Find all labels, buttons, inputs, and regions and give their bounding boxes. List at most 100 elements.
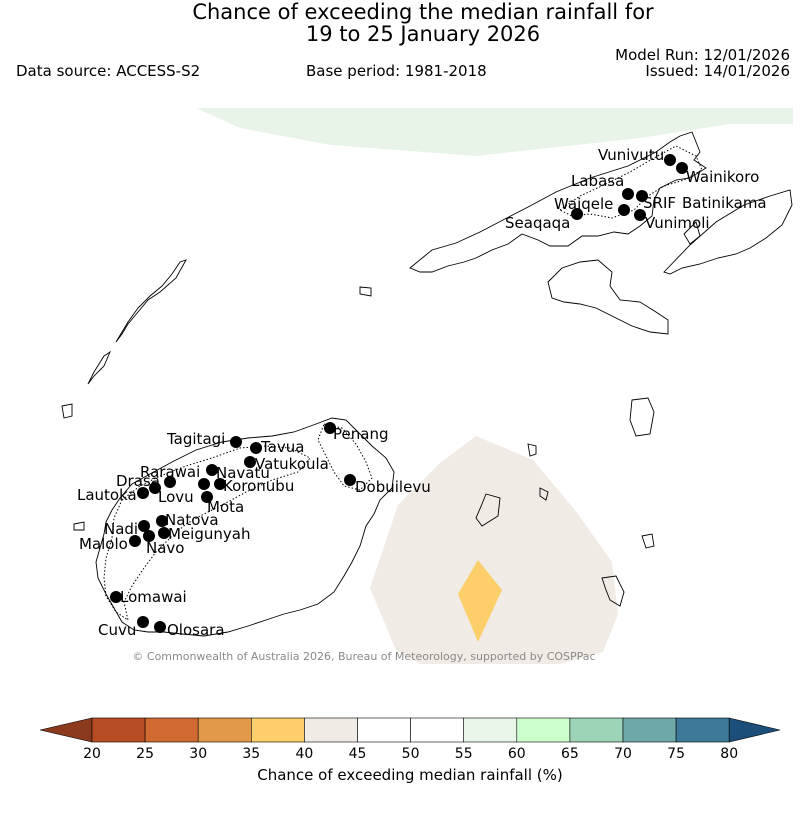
colorbar-segment xyxy=(144,717,199,743)
station-marker-cuvu[interactable] xyxy=(137,616,149,628)
station-label: Batinikama xyxy=(682,194,767,212)
station-label: Dobuilevu xyxy=(355,478,431,496)
vanua-levu-coastline xyxy=(409,131,707,273)
colorbar-tick-label: 50 xyxy=(402,746,420,762)
station-marker-tagitagi[interactable] xyxy=(230,436,242,448)
station-marker-wainikoro[interactable] xyxy=(676,162,688,174)
station-label: Wainikoro xyxy=(686,168,759,186)
vanua-levu-east-coast xyxy=(663,189,793,275)
colorbar-extend-high xyxy=(728,717,781,743)
colorbar-segment xyxy=(569,717,624,743)
station-label: Lomawai xyxy=(120,588,187,606)
viti-levu-coastline xyxy=(95,417,395,637)
colorbar-tick-label: 80 xyxy=(720,746,738,762)
station-label: Koronubu xyxy=(223,477,294,495)
station-label: Lovu xyxy=(158,488,194,506)
yasawa-south xyxy=(87,350,112,385)
station-label: Drasa xyxy=(116,472,160,490)
taveuni-coastline xyxy=(683,221,701,245)
station-label: Vatukoula xyxy=(255,455,329,473)
station-marker-nadi[interactable] xyxy=(138,520,150,532)
colorbar-segment xyxy=(463,717,518,743)
colorbar-tick-label: 75 xyxy=(667,746,685,762)
station-marker-srif[interactable] xyxy=(636,190,648,202)
station-label: Penang xyxy=(333,425,388,443)
station-marker-lomawai[interactable] xyxy=(110,591,122,603)
colorbar-segment xyxy=(91,717,146,743)
colorbar-label: Chance of exceeding median rainfall (%) xyxy=(257,766,563,784)
colorbar-extend-low xyxy=(39,717,93,743)
station-label: Navo xyxy=(146,539,184,557)
station-marker-tavua[interactable] xyxy=(250,442,262,454)
station-marker-penang[interactable] xyxy=(324,422,336,434)
colorbar-tick-label: 25 xyxy=(136,746,154,762)
east-catchment-dotted xyxy=(317,423,373,491)
station-marker-malolo[interactable] xyxy=(129,535,141,547)
station-label: Labasa xyxy=(571,172,624,190)
copyright-notice: © Commonwealth of Australia 2026, Bureau… xyxy=(132,650,596,663)
station-label: Nadi xyxy=(104,520,138,538)
colorbar-segment xyxy=(516,717,571,743)
colorbar-tick-label: 65 xyxy=(561,746,579,762)
colorbar-segment xyxy=(622,717,677,743)
yasawa-islet xyxy=(61,403,73,419)
station-label: Seaqaqa xyxy=(505,214,570,232)
colorbar-tick-label: 55 xyxy=(455,746,473,762)
colorbar-segment xyxy=(357,717,411,743)
station-label: Tagitagi xyxy=(166,430,225,448)
lau-islet-3 xyxy=(641,533,655,549)
station-label: Vunivutu xyxy=(598,146,664,164)
colorbar-tick-label: 30 xyxy=(189,746,207,762)
station-marker-vunimoli[interactable] xyxy=(634,209,646,221)
map-title-line1: Chance of exceeding the median rainfall … xyxy=(192,0,654,24)
colorbar-tick-label: 60 xyxy=(508,746,526,762)
station-marker-labasa[interactable] xyxy=(622,188,634,200)
station-marker-vatukoula[interactable] xyxy=(244,456,256,468)
station-marker-mota[interactable] xyxy=(201,491,213,503)
colorbar-segment xyxy=(410,717,465,743)
station-label: Waiqele xyxy=(554,195,613,213)
region-40-45 xyxy=(370,436,618,664)
station-marker-meigunyah[interactable] xyxy=(158,527,170,539)
station-label: Vunimoli xyxy=(645,214,710,232)
station-marker-olosara[interactable] xyxy=(154,621,166,633)
station-marker-lautoka[interactable] xyxy=(137,487,149,499)
station-marker-drasa[interactable] xyxy=(164,476,176,488)
station-label: Cuvu xyxy=(98,621,136,639)
ovalau-coastline xyxy=(527,443,537,457)
region-55-60 xyxy=(196,108,793,156)
station-marker-vunivutu[interactable] xyxy=(664,154,676,166)
station-marker-navatu[interactable] xyxy=(198,478,210,490)
station-marker-navo[interactable] xyxy=(143,530,155,542)
colorbar-segment xyxy=(197,717,252,743)
station-marker-rarawai[interactable] xyxy=(206,464,218,476)
base-period: Base period: 1981-2018 xyxy=(306,62,487,80)
station-marker-seaqaqa[interactable] xyxy=(571,208,583,220)
station-marker-koronubu[interactable] xyxy=(214,478,226,490)
station-label: Natova xyxy=(165,511,219,529)
colorbar-segment xyxy=(251,717,305,743)
station-marker-lovu[interactable] xyxy=(149,482,161,494)
colorbar-tick-label: 70 xyxy=(614,746,632,762)
colorbar-segment xyxy=(304,717,358,743)
station-label: Rarawai xyxy=(140,463,200,481)
station-label: Lautoka xyxy=(77,486,137,504)
station-label: Malolo xyxy=(79,535,128,553)
map-title-line2: 19 to 25 January 2026 xyxy=(305,22,541,46)
colorbar-tick-label: 40 xyxy=(295,746,313,762)
model-run: Model Run: 12/01/2026 xyxy=(615,46,790,64)
station-marker-waiqele[interactable] xyxy=(618,204,630,216)
colorbar-tick-label: 35 xyxy=(242,746,260,762)
station-marker-natova[interactable] xyxy=(156,515,168,527)
lau-islet-2 xyxy=(601,575,625,607)
station-label: Tavua xyxy=(260,438,304,456)
issued-date: Issued: 14/01/2026 xyxy=(645,62,790,80)
lau-islet-1 xyxy=(539,487,549,501)
station-label: SRIF xyxy=(643,194,676,212)
colorbar-segment xyxy=(675,717,730,743)
data-source: Data source: ACCESS-S2 xyxy=(16,62,201,80)
station-marker-dobuilevu[interactable] xyxy=(344,474,356,486)
station-label: Navatu xyxy=(216,464,270,482)
